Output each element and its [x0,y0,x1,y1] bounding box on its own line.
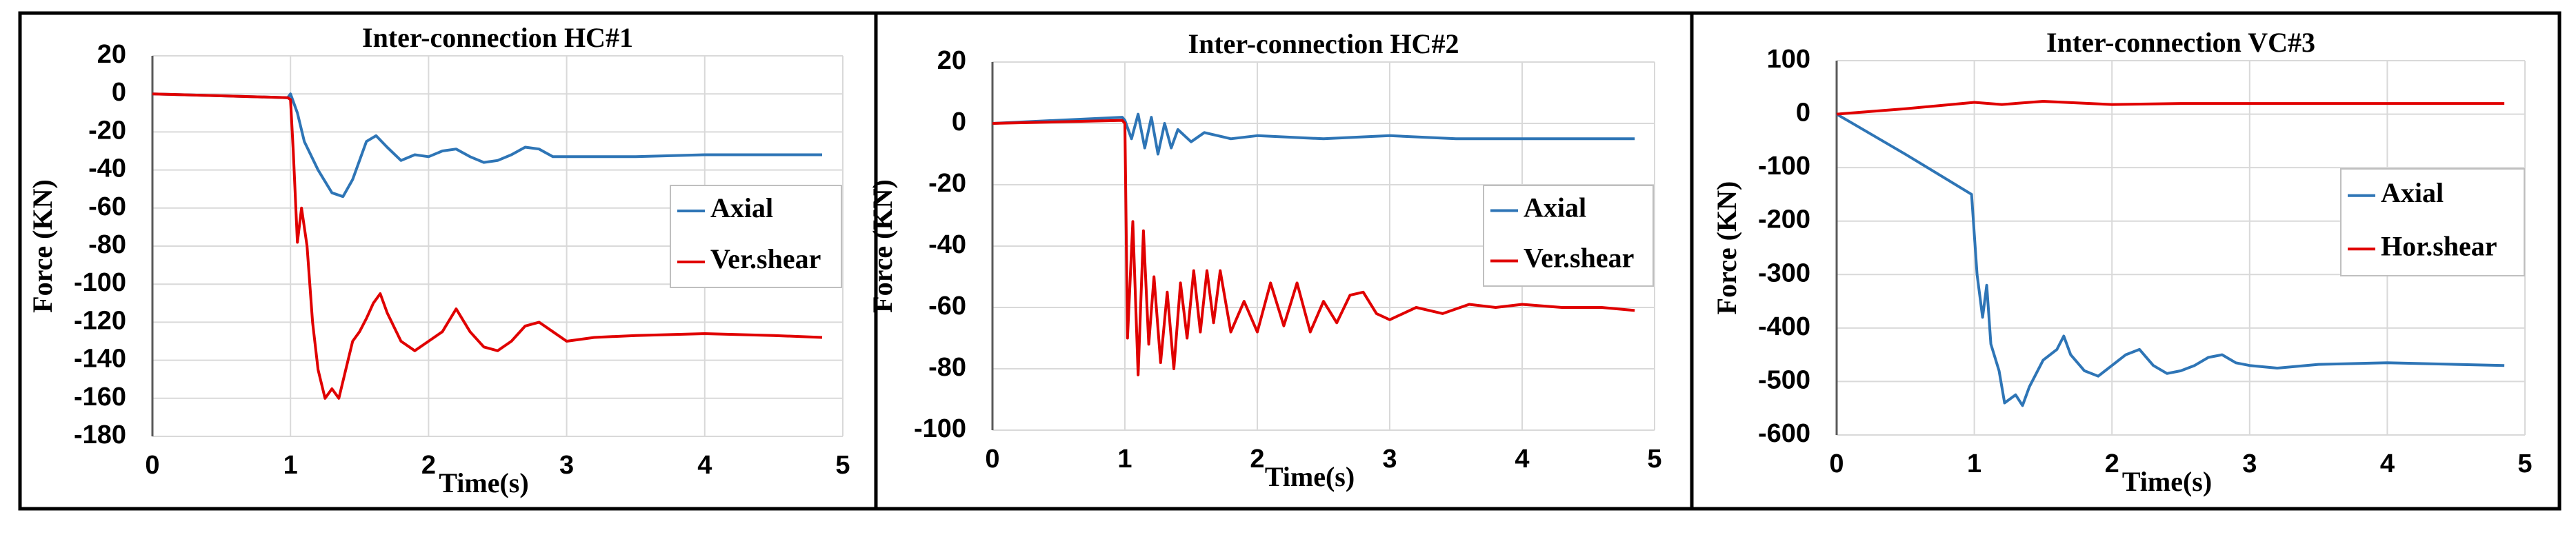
y-tick-label: -500 [1758,365,1810,394]
y-tick-label: -300 [1758,259,1810,287]
x-tick-label: 2 [2105,449,2119,478]
chart-title: Inter-connection HC#2 [1188,28,1459,59]
y-tick-label: -100 [74,268,126,297]
y-tick-label: -40 [928,230,966,259]
y-tick-label: -40 [88,154,126,183]
chart-title: Inter-connection HC#1 [362,22,633,53]
legend-box [2340,168,2525,276]
x-tick-label: 3 [2242,449,2257,478]
y-tick-label: -20 [88,116,126,145]
x-tick-label: 4 [2380,449,2395,478]
legend-label: Ver.shear [710,243,821,274]
y-tick-label: -80 [928,353,966,382]
y-tick-label: 20 [97,40,126,69]
y-tick-label: -200 [1758,205,1810,234]
data-line [152,92,823,400]
y-tick-label: -100 [1758,152,1810,181]
y-tick-label: 0 [112,78,126,107]
x-tick-label: 1 [283,451,298,480]
x-axis-label: Time(s) [2122,466,2212,497]
y-tick-label: -60 [88,192,126,221]
x-tick-label: 5 [2517,449,2532,478]
legend-label: Axial [2381,177,2444,208]
legend-box [670,185,842,288]
y-tick-label: -80 [88,230,126,259]
legend-label: Hor.shear [2381,230,2497,261]
y-tick-label: -60 [928,292,966,321]
x-tick-label: 5 [835,451,850,480]
x-tick-label: 3 [559,451,574,480]
x-tick-label: 2 [1250,445,1264,474]
y-axis-label: Force (KN) [1711,181,1742,315]
legend-box [1483,185,1654,287]
y-tick-label: -140 [74,345,126,374]
data-line [992,112,1635,156]
y-tick-label: 100 [1767,45,1810,74]
legend-label: Axial [710,192,773,223]
y-axis-label: Force (KN) [867,179,898,313]
x-axis-label: Time(s) [439,467,528,498]
data-line [992,119,1635,376]
x-axis-label: Time(s) [1265,461,1355,492]
data-line [152,92,822,199]
y-tick-label: -160 [74,383,126,412]
x-tick-label: 0 [1829,449,1844,478]
y-tick-label: -180 [74,421,126,449]
legend-label: Ver.shear [1524,243,1634,274]
y-tick-label: 0 [952,108,966,136]
x-tick-label: 5 [1647,445,1661,474]
y-axis-label: Force (KN) [27,179,58,313]
y-tick-label: 20 [937,46,966,75]
data-line [1835,112,2505,407]
x-tick-label: 3 [1382,445,1397,474]
x-tick-label: 0 [985,445,999,474]
data-line [1836,100,2505,116]
legend-label: Axial [1524,192,1586,223]
x-tick-label: 4 [697,451,712,480]
x-tick-label: 1 [1967,449,1981,478]
x-tick-label: 2 [421,451,436,480]
y-tick-label: -400 [1758,312,1810,341]
x-tick-label: 1 [1117,445,1132,474]
y-tick-label: -600 [1758,419,1810,448]
x-tick-label: 0 [145,451,159,480]
x-tick-label: 4 [1515,445,1529,474]
y-tick-label: -120 [74,306,126,335]
y-tick-label: 0 [1796,99,1810,128]
chart-title: Inter-connection VC#3 [2046,27,2315,58]
frame [18,11,2562,511]
y-tick-label: -100 [914,414,966,443]
y-tick-label: -20 [928,169,966,198]
